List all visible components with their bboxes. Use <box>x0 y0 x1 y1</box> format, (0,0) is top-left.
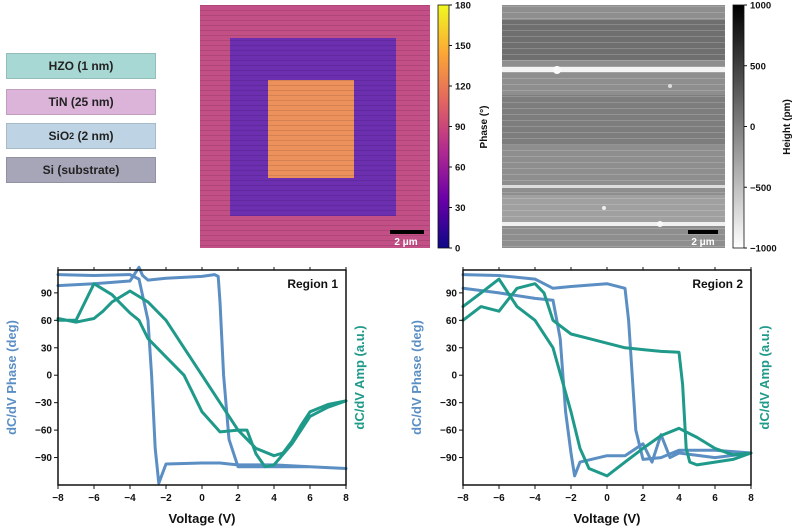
x-tick-label: 4 <box>271 493 277 504</box>
phase-colorbar-tick-label: 60 <box>455 163 466 174</box>
x-tick-label: 2 <box>235 493 241 504</box>
x-tick-label: −2 <box>160 493 172 504</box>
y-tick-label: 90 <box>41 288 53 299</box>
height-colorbar-tick-label: −1000 <box>750 244 777 255</box>
x-tick-label: 6 <box>712 493 718 504</box>
x-tick-label: 8 <box>343 493 349 504</box>
phase-scalebar-label: 2 μm <box>394 237 417 248</box>
layer-sio2: SiO 2 (2 nm) <box>6 123 156 149</box>
layer-label: HZO (1 nm) <box>48 59 114 73</box>
chart-title: Region 1 <box>287 277 338 291</box>
y-tick-label: 60 <box>446 316 458 327</box>
layer-label: TiN (25 nm) <box>48 95 114 109</box>
y-tick-label: −90 <box>35 453 52 464</box>
y-tick-label: 30 <box>41 343 53 354</box>
layer-tin: TiN (25 nm) <box>6 89 156 115</box>
layer-hzo: HZO (1 nm) <box>6 53 156 79</box>
phase-colorbar-label: Phase (°) <box>479 106 490 149</box>
x-tick-label: 4 <box>676 493 682 504</box>
x-axis-label: Voltage (V) <box>574 511 641 526</box>
x-tick-label: −4 <box>529 493 541 504</box>
phase-colorbar-tick-label: 90 <box>455 122 466 133</box>
x-tick-label: −6 <box>493 493 505 504</box>
phase-colorbar-tick-label: 180 <box>455 1 471 12</box>
chart-region-1: −8 −6 −4 −2 0 2 4 6 8 90 60 30 0 −30 −60 −90 Region 1 Vol… <box>4 265 367 526</box>
layer-label-rest: (2 nm) <box>74 129 114 143</box>
layer-label: SiO <box>48 129 70 143</box>
x-axis-label: Voltage (V) <box>169 511 236 526</box>
y-tick-label: −60 <box>440 426 457 437</box>
height-colorbar-label: Height (pm) <box>782 99 793 155</box>
layer-label-subscript: 2 <box>69 131 75 141</box>
y-axis-label-left: dC/dV Phase (deg) <box>409 320 424 435</box>
y-tick-label: 90 <box>446 288 458 299</box>
height-colorbar-tick-label: −500 <box>750 183 771 194</box>
x-tick-label: −2 <box>565 493 577 504</box>
chart-region-2: −8 −6 −4 −2 0 2 4 6 8 90 60 30 0 −30 −60 −90 Region 2 Vol… <box>409 267 772 526</box>
y-tick-label: 0 <box>451 371 457 382</box>
x-tick-label: 0 <box>604 493 610 504</box>
phase-series-line <box>56 265 348 485</box>
x-tick-label: 0 <box>199 493 205 504</box>
x-tick-label: −8 <box>457 493 469 504</box>
phase-series-line <box>461 273 753 478</box>
x-tick-label: −8 <box>52 493 64 504</box>
phase-colorbar-tick-label: 150 <box>455 41 471 52</box>
y-axis-label-right: dC/dV Amp (a.u.) <box>352 325 367 429</box>
y-tick-label: −30 <box>440 398 457 409</box>
height-map: 2 μm <box>502 5 725 248</box>
chart-title: Region 2 <box>692 277 743 291</box>
x-tick-label: 2 <box>640 493 646 504</box>
phase-colorbar: 180 150 120 90 60 30 0 Phase (°) <box>437 1 490 255</box>
x-tick-label: 6 <box>307 493 313 504</box>
y-tick-label: 0 <box>46 371 52 382</box>
x-tick-label: 8 <box>748 493 754 504</box>
x-tick-label: −6 <box>88 493 100 504</box>
height-colorbar: 1000 500 0 −500 −1000 Height (pm) <box>732 1 793 255</box>
height-colorbar-tick-label: 500 <box>750 61 766 72</box>
amp-series-line <box>56 282 348 469</box>
height-scalebar-label: 2 μm <box>691 237 714 248</box>
y-tick-label: 60 <box>41 316 53 327</box>
phase-colorbar-tick-label: 120 <box>455 82 471 93</box>
height-colorbar-tick-label: 0 <box>750 122 755 133</box>
y-axis-label-left: dC/dV Phase (deg) <box>4 320 19 435</box>
layer-label: Si (substrate) <box>42 163 120 177</box>
phase-scalebar <box>390 230 424 234</box>
y-tick-label: −30 <box>35 398 52 409</box>
phase-colorbar-tick-label: 0 <box>455 244 460 255</box>
y-axis-label-right: dC/dV Amp (a.u.) <box>757 325 772 429</box>
height-scalebar <box>688 230 718 234</box>
y-tick-label: 30 <box>446 343 458 354</box>
layer-si: Si (substrate) <box>6 157 156 183</box>
x-tick-label: −4 <box>124 493 136 504</box>
height-colorbar-tick-label: 1000 <box>750 1 771 12</box>
phase-colorbar-tick-label: 30 <box>455 203 466 214</box>
amp-series-line <box>461 277 753 478</box>
y-tick-label: −90 <box>440 453 457 464</box>
y-tick-label: −60 <box>35 426 52 437</box>
phase-map: 2 μm <box>200 5 430 248</box>
